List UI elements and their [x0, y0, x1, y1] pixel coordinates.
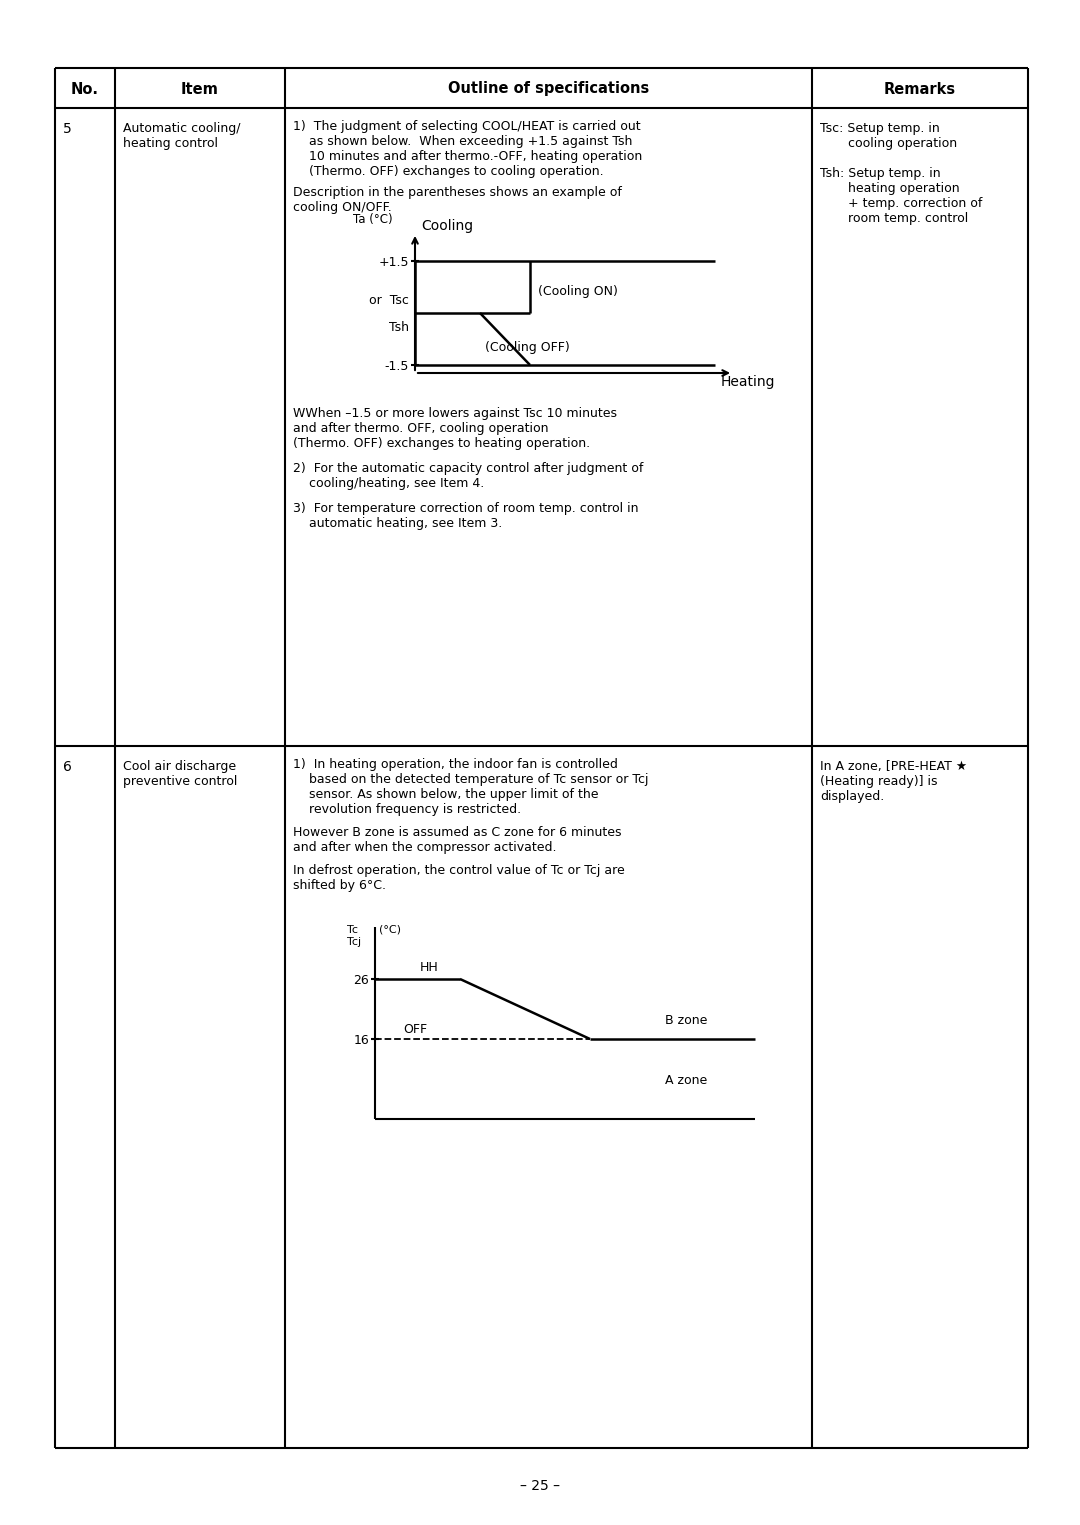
Text: 5: 5 — [63, 122, 71, 136]
Text: as shown below.  When exceeding +1.5 against Tsh: as shown below. When exceeding +1.5 agai… — [293, 136, 633, 148]
Text: 16: 16 — [353, 1034, 369, 1046]
Text: In defrost operation, the control value of Tc or Tcj are: In defrost operation, the control value … — [293, 865, 624, 877]
Text: +1.5: +1.5 — [378, 256, 409, 268]
Text: Tsc: Setup temp. in: Tsc: Setup temp. in — [820, 122, 940, 136]
Text: heating operation: heating operation — [820, 181, 960, 195]
Text: However B zone is assumed as C zone for 6 minutes: However B zone is assumed as C zone for … — [293, 827, 621, 839]
Text: (Cooling ON): (Cooling ON) — [538, 285, 618, 297]
Text: + temp. correction of: + temp. correction of — [820, 197, 983, 210]
Text: 6: 6 — [63, 759, 72, 775]
Text: Description in the parentheses shows an example of: Description in the parentheses shows an … — [293, 186, 622, 198]
Text: No.: No. — [71, 81, 99, 96]
Text: automatic heating, see Item 3.: automatic heating, see Item 3. — [293, 517, 502, 531]
Text: based on the detected temperature of Tc sensor or Tcj: based on the detected temperature of Tc … — [293, 773, 648, 785]
Text: A zone: A zone — [665, 1074, 707, 1087]
Text: cooling ON/OFF.: cooling ON/OFF. — [293, 201, 392, 214]
Text: cooling/heating, see Item 4.: cooling/heating, see Item 4. — [293, 477, 484, 490]
Text: Tsh: Setup temp. in: Tsh: Setup temp. in — [820, 168, 941, 180]
Text: Item: Item — [181, 81, 219, 96]
Text: Tcj: Tcj — [347, 936, 361, 947]
Text: Tc: Tc — [347, 926, 357, 935]
Text: -1.5: -1.5 — [384, 360, 409, 372]
Text: room temp. control: room temp. control — [820, 212, 969, 226]
Text: displayed.: displayed. — [820, 790, 885, 804]
Text: or  Tsc: or Tsc — [369, 294, 409, 307]
Text: 1)  The judgment of selecting COOL/HEAT is carried out: 1) The judgment of selecting COOL/HEAT i… — [293, 120, 640, 133]
Text: HH: HH — [420, 961, 438, 974]
Text: heating control: heating control — [123, 137, 218, 149]
Text: 26: 26 — [353, 973, 369, 987]
Text: 2)  For the automatic capacity control after judgment of: 2) For the automatic capacity control af… — [293, 462, 644, 474]
Text: 1)  In heating operation, the indoor fan is controlled: 1) In heating operation, the indoor fan … — [293, 758, 618, 772]
Text: (°C): (°C) — [379, 926, 401, 935]
Text: (Heating ready)] is: (Heating ready)] is — [820, 775, 937, 788]
Text: Cooling: Cooling — [421, 220, 473, 233]
Text: 10 minutes and after thermo.-OFF, heating operation: 10 minutes and after thermo.-OFF, heatin… — [293, 149, 643, 163]
Text: Cool air discharge: Cool air discharge — [123, 759, 237, 773]
Text: Remarks: Remarks — [883, 81, 956, 96]
Text: 3)  For temperature correction of room temp. control in: 3) For temperature correction of room te… — [293, 502, 638, 515]
Text: – 25 –: – 25 – — [519, 1479, 561, 1493]
Text: Tsh: Tsh — [389, 320, 409, 334]
Text: revolution frequency is restricted.: revolution frequency is restricted. — [293, 804, 522, 816]
Text: preventive control: preventive control — [123, 775, 238, 788]
Text: B zone: B zone — [665, 1014, 707, 1026]
Text: OFF: OFF — [403, 1023, 427, 1035]
Text: and after when the compressor activated.: and after when the compressor activated. — [293, 840, 556, 854]
Text: Automatic cooling/: Automatic cooling/ — [123, 122, 241, 136]
Text: sensor. As shown below, the upper limit of the: sensor. As shown below, the upper limit … — [293, 788, 598, 801]
Text: (Thermo. OFF) exchanges to cooling operation.: (Thermo. OFF) exchanges to cooling opera… — [293, 165, 604, 178]
Text: Ta (°C): Ta (°C) — [353, 214, 393, 226]
Text: cooling operation: cooling operation — [820, 137, 957, 149]
Text: WWhen –1.5 or more lowers against Tsc 10 minutes: WWhen –1.5 or more lowers against Tsc 10… — [293, 407, 617, 419]
Text: and after thermo. OFF, cooling operation: and after thermo. OFF, cooling operation — [293, 422, 549, 435]
Text: (Cooling OFF): (Cooling OFF) — [485, 340, 570, 354]
Text: (Thermo. OFF) exchanges to heating operation.: (Thermo. OFF) exchanges to heating opera… — [293, 438, 590, 450]
Text: Heating: Heating — [721, 375, 775, 389]
Text: shifted by 6°C.: shifted by 6°C. — [293, 878, 386, 892]
Text: In A zone, [PRE-HEAT ★: In A zone, [PRE-HEAT ★ — [820, 759, 967, 773]
Text: Outline of specifications: Outline of specifications — [448, 81, 649, 96]
